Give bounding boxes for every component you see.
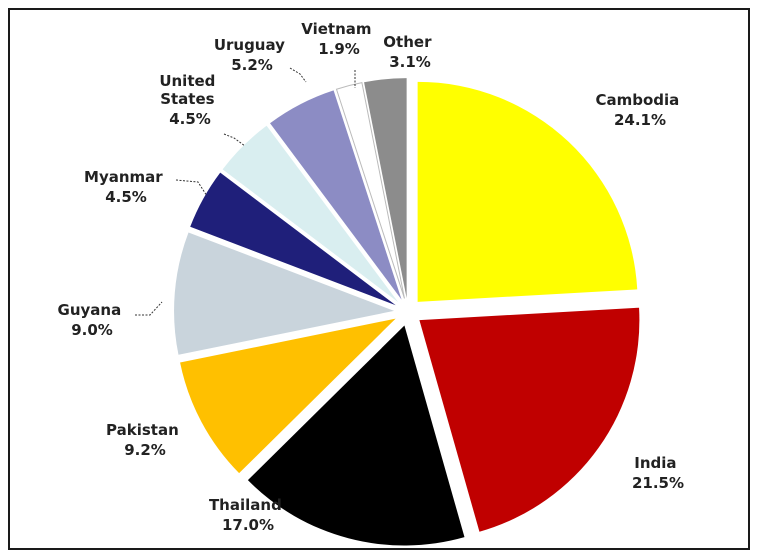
slice-name-other: Other <box>383 33 432 51</box>
slice-name-uruguay: Uruguay <box>214 36 285 54</box>
slice-label-pakistan: Pakistan 9.2% <box>106 421 184 459</box>
pie-slices <box>174 78 640 546</box>
pie-chart: Cambodia 24.1% India 21.5% Thailand 17.0… <box>58 20 684 546</box>
slice-labels: Cambodia 24.1% India 21.5% Thailand 17.0… <box>58 20 684 534</box>
slice-name-thailand: Thailand <box>209 496 282 514</box>
slice-label-other: Other 3.1% <box>383 33 436 71</box>
slice-label-guyana: Guyana 9.0% <box>58 301 127 339</box>
leader-line-guyana <box>135 301 163 316</box>
slice-value-cambodia: 24.1% <box>614 111 666 129</box>
slice-label-united-states: United States 4.5% <box>159 72 220 128</box>
slice-value-uruguay: 5.2% <box>231 56 273 74</box>
leader-line-united-states <box>223 133 246 147</box>
pie-slice-united-states <box>222 125 399 303</box>
slice-label-thailand: Thailand 17.0% <box>209 496 287 534</box>
slice-label-vietnam: Vietnam 1.9% <box>301 20 377 58</box>
pie-slice-vietnam <box>335 82 405 299</box>
label-leaders <box>135 67 356 316</box>
slice-label-uruguay: Uruguay 5.2% <box>214 36 290 74</box>
pie-slice-other <box>364 78 407 299</box>
slice-label-myanmar: Myanmar 4.5% <box>84 168 168 206</box>
pie-slice-cambodia <box>417 81 638 302</box>
slice-label-india: India 21.5% <box>632 454 684 492</box>
pie-slice-uruguay <box>270 90 402 300</box>
pie-slice-guyana <box>174 232 395 355</box>
pie-slice-pakistan <box>180 318 396 474</box>
slice-name-vietnam: Vietnam <box>301 20 371 38</box>
pie-slice-thailand <box>247 325 465 546</box>
slice-value-guyana: 9.0% <box>71 321 113 339</box>
slice-name-united-states-line2: States <box>160 90 214 108</box>
slice-name-guyana: Guyana <box>58 301 122 319</box>
slice-name-united-states-line1: United <box>159 72 215 90</box>
pie-slice-myanmar <box>190 172 396 306</box>
slice-name-myanmar: Myanmar <box>84 168 163 186</box>
slice-name-cambodia: Cambodia <box>595 91 679 109</box>
leader-line-myanmar <box>175 179 208 197</box>
slice-value-thailand: 17.0% <box>222 516 274 534</box>
slice-value-india: 21.5% <box>632 474 684 492</box>
pie-slice-india <box>419 307 640 532</box>
slice-name-india: India <box>634 454 676 472</box>
slice-value-myanmar: 4.5% <box>105 188 147 206</box>
slice-name-pakistan: Pakistan <box>106 421 179 439</box>
chart-frame: Cambodia 24.1% India 21.5% Thailand 17.0… <box>8 8 750 550</box>
slice-label-cambodia: Cambodia 24.1% <box>595 91 684 129</box>
leader-line-uruguay <box>289 67 307 83</box>
slice-value-united-states: 4.5% <box>169 110 211 128</box>
slice-value-vietnam: 1.9% <box>318 40 360 58</box>
slice-value-other: 3.1% <box>389 53 431 71</box>
slice-value-pakistan: 9.2% <box>124 441 166 459</box>
